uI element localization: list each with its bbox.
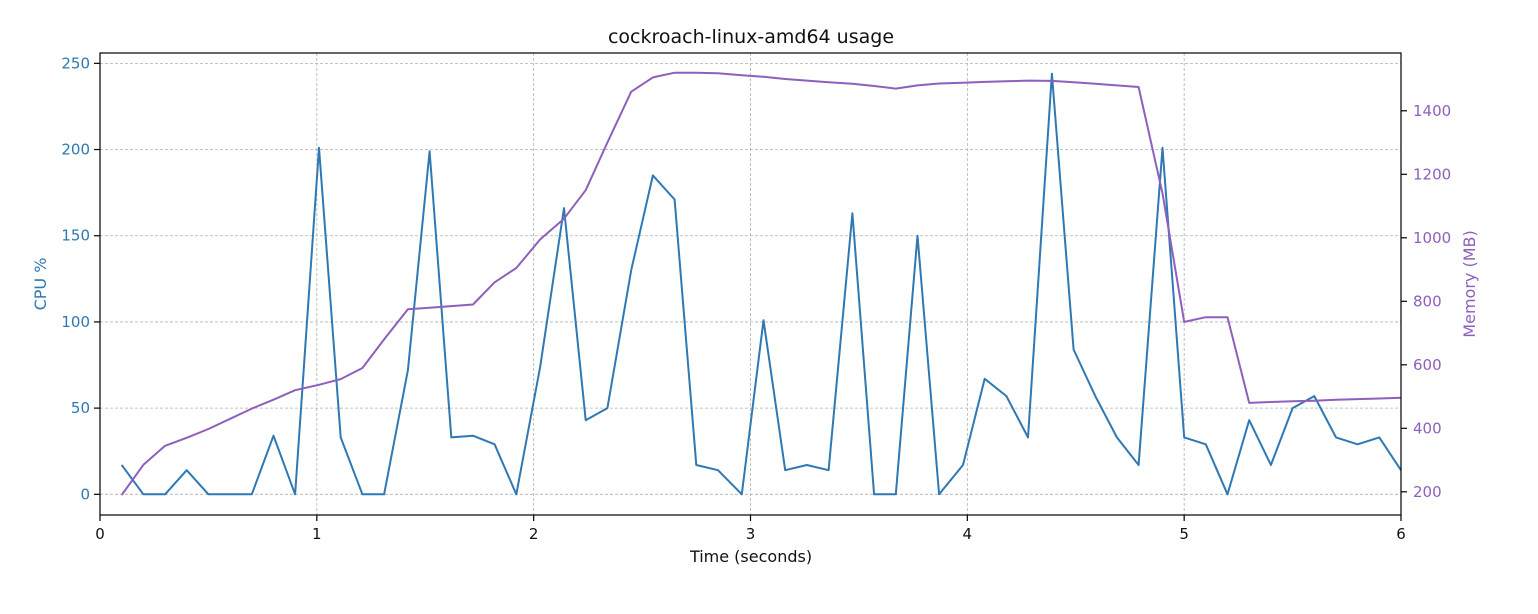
y-tick-label-right: 1200 — [1413, 165, 1451, 183]
x-tick-label: 3 — [746, 525, 756, 543]
y-tick-label-right: 800 — [1413, 292, 1442, 310]
x-axis-label: Time (seconds) — [689, 547, 812, 566]
chart-title: cockroach-linux-amd64 usage — [608, 26, 894, 48]
y-tick-label-right: 1000 — [1413, 229, 1451, 247]
y-tick-label-left: 150 — [61, 227, 90, 245]
x-tick-label: 1 — [312, 525, 322, 543]
x-tick-label: 2 — [529, 525, 539, 543]
y-tick-label-right: 1400 — [1413, 102, 1451, 120]
memory-series-line — [120, 71, 1402, 496]
series-layer — [120, 71, 1402, 496]
x-tick-label: 0 — [95, 525, 105, 543]
grid — [99, 53, 1402, 515]
y-tick-label-left: 200 — [61, 141, 90, 159]
y-tick-label-right: 400 — [1413, 419, 1442, 437]
x-tick-label: 6 — [1396, 525, 1406, 543]
y-tick-label-left: 0 — [80, 485, 90, 503]
x-tick-label: 5 — [1179, 525, 1189, 543]
y-tick-label-left: 50 — [71, 399, 90, 417]
y-tick-label-right: 600 — [1413, 356, 1442, 374]
y-tick-label-right: 200 — [1413, 483, 1442, 501]
y-axis-label-right: Memory (MB) — [1460, 230, 1479, 337]
y-tick-label-left: 100 — [61, 313, 90, 331]
y-axis-label-left: CPU % — [31, 258, 50, 311]
ticks: 0 1 2 3 4 5 6 0 50 100 150 200 250 200 400 600 800 1000 12… — [61, 54, 1451, 543]
x-tick-label: 4 — [963, 525, 973, 543]
cpu-series-line — [120, 72, 1402, 496]
y-tick-label-left: 250 — [61, 54, 90, 72]
